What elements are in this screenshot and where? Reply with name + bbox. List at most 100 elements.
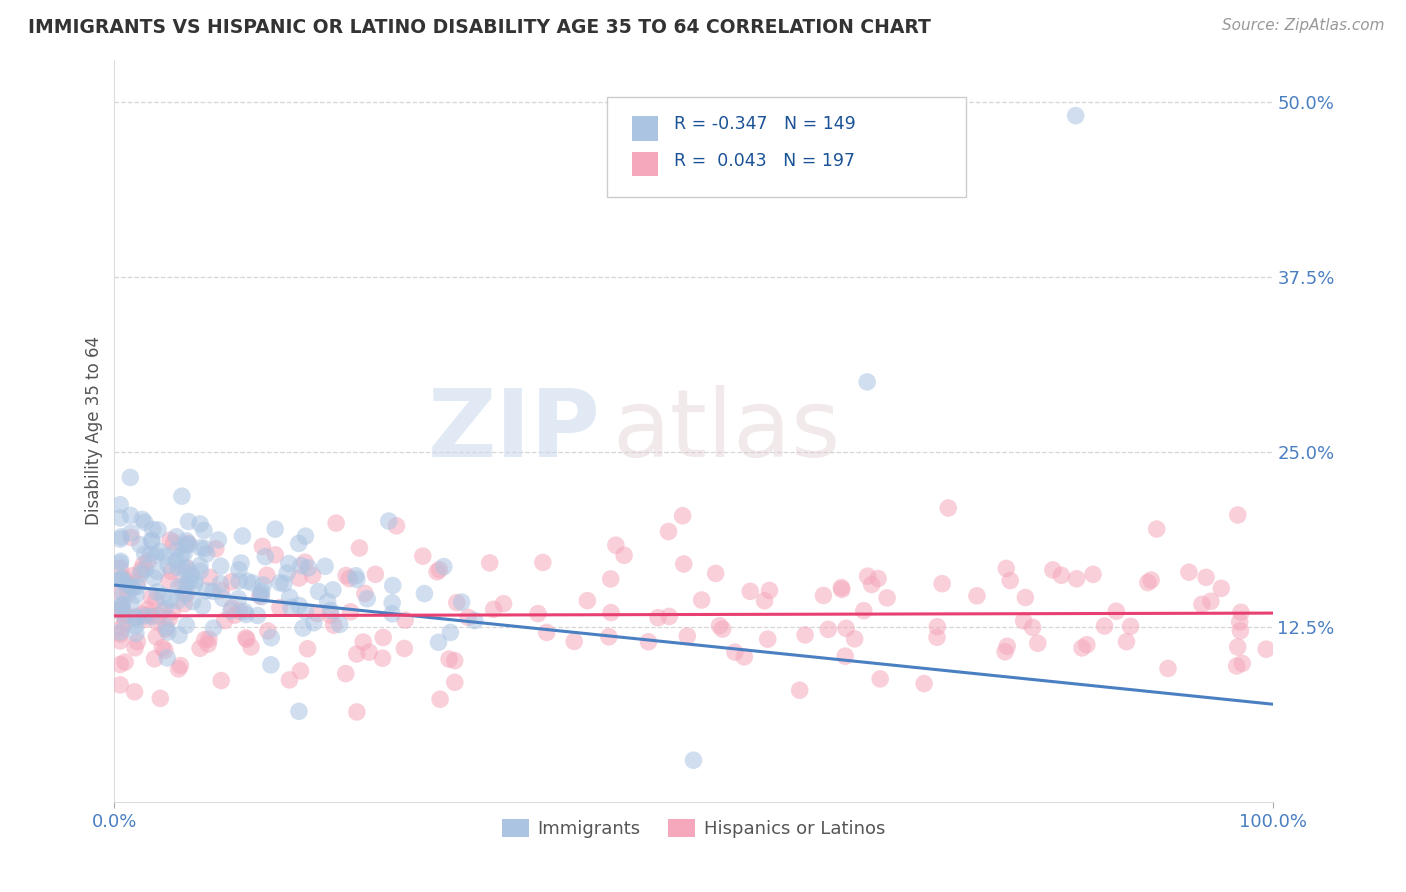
Point bbox=[344, 568, 367, 582]
Point bbox=[1226, 659, 1249, 673]
Point bbox=[364, 567, 387, 582]
Point bbox=[682, 753, 704, 767]
Point bbox=[356, 591, 378, 606]
Point bbox=[201, 584, 224, 599]
Point bbox=[181, 594, 204, 608]
Point bbox=[352, 635, 374, 649]
Point bbox=[308, 584, 330, 599]
Point bbox=[278, 590, 301, 604]
Point bbox=[658, 609, 681, 624]
Point bbox=[647, 610, 669, 624]
Point bbox=[637, 634, 659, 648]
Point bbox=[160, 565, 183, 579]
Point bbox=[1000, 574, 1022, 588]
Point bbox=[492, 597, 515, 611]
Point bbox=[121, 568, 143, 582]
Point bbox=[112, 571, 135, 585]
Point bbox=[174, 577, 197, 591]
Point bbox=[198, 632, 221, 646]
Point bbox=[346, 705, 368, 719]
Point bbox=[482, 602, 505, 616]
Point bbox=[429, 563, 451, 577]
Point bbox=[108, 556, 131, 570]
Text: Source: ZipAtlas.com: Source: ZipAtlas.com bbox=[1222, 18, 1385, 33]
Point bbox=[152, 589, 174, 603]
Point bbox=[231, 529, 253, 543]
Point bbox=[153, 602, 176, 616]
Point bbox=[108, 602, 131, 616]
Point bbox=[209, 673, 232, 688]
Point bbox=[146, 565, 169, 579]
Point bbox=[443, 654, 465, 668]
Point bbox=[260, 631, 283, 645]
Point bbox=[672, 557, 695, 571]
Point bbox=[190, 541, 212, 555]
FancyBboxPatch shape bbox=[606, 96, 966, 197]
Point bbox=[257, 624, 280, 638]
Point bbox=[209, 576, 232, 591]
Point bbox=[117, 577, 139, 591]
Point bbox=[322, 618, 344, 632]
Point bbox=[108, 627, 131, 641]
Point bbox=[381, 578, 404, 592]
Point bbox=[426, 565, 449, 579]
Point bbox=[433, 559, 456, 574]
Point bbox=[1071, 640, 1094, 655]
Point bbox=[170, 548, 193, 562]
Point bbox=[162, 605, 184, 619]
Point bbox=[676, 629, 699, 643]
Point bbox=[1115, 634, 1137, 648]
Point bbox=[143, 652, 166, 666]
Point bbox=[146, 523, 169, 537]
Point bbox=[108, 511, 131, 525]
Point bbox=[1050, 568, 1073, 582]
Point bbox=[141, 533, 163, 548]
Point bbox=[844, 632, 866, 646]
Point bbox=[860, 577, 883, 591]
Point bbox=[260, 657, 283, 672]
Point bbox=[856, 375, 879, 389]
Point bbox=[120, 525, 142, 540]
Point bbox=[136, 554, 159, 568]
Point bbox=[136, 607, 159, 622]
Point bbox=[129, 566, 152, 581]
Point bbox=[141, 534, 163, 549]
Point bbox=[221, 574, 243, 589]
Point bbox=[690, 593, 713, 607]
Point bbox=[141, 609, 163, 624]
Point bbox=[931, 576, 953, 591]
Point bbox=[112, 586, 135, 600]
Point bbox=[1094, 619, 1116, 633]
Point bbox=[207, 533, 229, 547]
Point bbox=[927, 620, 949, 634]
Point bbox=[108, 572, 131, 586]
Point bbox=[188, 516, 211, 531]
Point bbox=[209, 559, 232, 574]
Point bbox=[211, 591, 233, 606]
Point bbox=[536, 625, 558, 640]
Point bbox=[249, 586, 271, 600]
Point bbox=[142, 571, 165, 585]
Point bbox=[249, 589, 271, 603]
Point bbox=[129, 563, 152, 577]
Point bbox=[830, 581, 852, 595]
Point bbox=[1256, 642, 1278, 657]
Point bbox=[280, 600, 302, 615]
Point bbox=[142, 523, 165, 537]
Point bbox=[194, 632, 217, 647]
Point bbox=[174, 560, 197, 574]
Point bbox=[108, 625, 131, 640]
Point bbox=[114, 576, 136, 591]
Bar bbox=[633, 116, 658, 141]
Point bbox=[127, 574, 149, 589]
Point bbox=[120, 470, 142, 484]
Point bbox=[813, 589, 835, 603]
Point bbox=[172, 562, 194, 576]
Point bbox=[478, 556, 501, 570]
Point bbox=[1076, 638, 1098, 652]
Point bbox=[114, 615, 136, 630]
Point bbox=[1012, 614, 1035, 628]
Point bbox=[1229, 624, 1251, 638]
Point bbox=[925, 630, 948, 644]
Point bbox=[413, 586, 436, 600]
